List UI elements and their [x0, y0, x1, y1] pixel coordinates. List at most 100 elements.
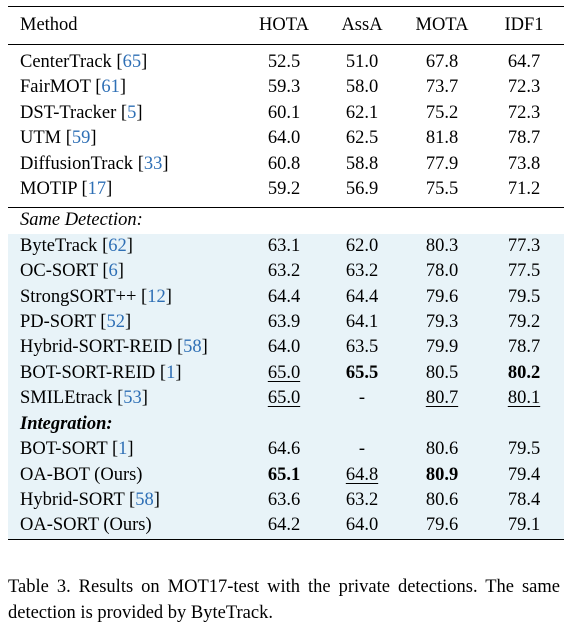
cell-hota: 60.8 [267, 153, 301, 174]
cell-mota: 78.0 [400, 259, 484, 285]
cell-idf1: 78.7 [484, 335, 564, 361]
cell-hota: 63.2 [244, 259, 324, 285]
cell-idf1: 77.3 [484, 233, 564, 260]
cell-assa: 63.2 [324, 487, 400, 514]
cell-mota: 67.8 [425, 52, 459, 72]
cell-hota: 65.0 [267, 362, 301, 383]
results-table: Method HOTA AssA MOTA IDF1 CenterTrack [… [8, 6, 564, 540]
citation-link[interactable]: 53 [123, 388, 142, 409]
cell-idf1: 79.1 [484, 513, 564, 540]
cell-assa: - [324, 386, 400, 412]
cell-hota: 64.0 [244, 335, 324, 361]
cell-mota: 80.3 [400, 233, 484, 260]
citation-link[interactable]: 52 [106, 312, 125, 333]
citation-link[interactable]: 5 [127, 102, 137, 123]
citation-link[interactable]: 17 [87, 179, 107, 200]
table-row: BOT-SORT-REID [1] 65.0 65.5 80.5 80.2 [8, 360, 564, 387]
header-mota: MOTA [400, 6, 484, 45]
cell-hota: 64.2 [244, 513, 324, 540]
table-row: UTM [59] 64.0 62.5 81.8 78.7 [8, 126, 564, 151]
table-header-row: Method HOTA AssA MOTA IDF1 [8, 6, 564, 45]
cell-idf1: 73.8 [507, 153, 541, 174]
cell-hota: 64.6 [244, 437, 324, 463]
method-name: StrongSORT++ [20, 286, 137, 307]
table-row: OA-BOT (Ours) 65.1 64.8 80.9 79.4 [8, 462, 564, 488]
section-header-row: Same Detection: [8, 207, 564, 234]
cell-idf1: 78.4 [484, 487, 564, 514]
method-name: SMILEtrack [20, 388, 113, 409]
cell-assa: 58.8 [345, 153, 379, 174]
table-row: ByteTrack [62] 63.1 62.0 80.3 77.3 [8, 233, 564, 260]
citation-link[interactable]: 1 [166, 362, 176, 383]
method-name: DiffusionTrack [20, 153, 134, 174]
group-same-detection-rows: ByteTrack [62] 63.1 62.0 80.3 77.3 OC-SO… [8, 233, 564, 540]
method-name: PD-SORT [20, 312, 96, 333]
cell-hota: 63.6 [244, 487, 324, 514]
citation-link[interactable]: 58 [183, 337, 202, 358]
cell-mota: 80.9 [425, 464, 459, 485]
method-name: ByteTrack [20, 235, 98, 256]
header-hota: HOTA [244, 6, 324, 45]
cell-mota: 79.6 [400, 284, 484, 311]
cell-assa: 63.2 [324, 259, 400, 285]
cell-hota: 60.1 [267, 102, 301, 123]
citation-link[interactable]: 12 [147, 286, 166, 307]
cell-idf1: 71.2 [507, 179, 541, 200]
table-row: FairMOT [61] 59.3 58.0 73.7 72.3 [8, 75, 564, 100]
citation-link[interactable]: 33 [143, 153, 163, 174]
method-name: Hybrid-SORT [20, 489, 125, 510]
cell-hota: 64.0 [267, 128, 301, 149]
cell-idf1: 79.2 [484, 310, 564, 336]
header-idf1: IDF1 [484, 6, 564, 45]
results-table-container: Method HOTA AssA MOTA IDF1 CenterTrack [… [8, 6, 564, 540]
cell-mota: 77.9 [425, 153, 459, 174]
cell-idf1: 80.2 [507, 362, 541, 383]
citation-link[interactable]: 62 [108, 235, 127, 256]
citation-link[interactable]: 61 [101, 77, 120, 98]
table-row: OC-SORT [6] 63.2 63.2 78.0 77.5 [8, 259, 564, 285]
table-row: CenterTrack [65] 52.5 51.0 67.8 64.7 [8, 50, 564, 75]
cell-hota: 63.1 [244, 233, 324, 260]
table-row: DiffusionTrack [33] 60.8 58.8 77.9 73.8 [8, 152, 564, 177]
section-header-row: Integration: [8, 411, 564, 438]
citation-link[interactable]: 6 [108, 261, 118, 282]
citation-link[interactable]: 59 [71, 128, 91, 149]
table-row: OA-SORT (Ours) 64.2 64.0 79.6 79.1 [8, 513, 564, 540]
table-row: PD-SORT [52] 63.9 64.1 79.3 79.2 [8, 310, 564, 336]
table-row: MOTIP [17] 59.2 56.9 75.5 71.2 [8, 177, 564, 202]
cell-assa: 64.8 [345, 464, 379, 485]
cell-mota: 75.2 [425, 102, 459, 123]
table-row: StrongSORT++ [12] 64.4 64.4 79.6 79.5 [8, 284, 564, 311]
citation-link[interactable]: 58 [135, 489, 154, 510]
cell-idf1: 72.3 [507, 77, 541, 98]
cell-hota: 64.4 [244, 284, 324, 311]
method-name: DST-Tracker [20, 102, 117, 123]
cell-assa: 62.0 [324, 233, 400, 260]
cell-assa: 65.5 [345, 362, 379, 383]
cell-hota: 52.5 [267, 52, 301, 72]
cell-assa: 62.5 [345, 128, 379, 149]
cell-idf1: 79.5 [484, 437, 564, 463]
cell-assa: 51.0 [345, 52, 379, 72]
cell-hota: 65.0 [267, 388, 301, 409]
cell-mota: 73.7 [425, 77, 459, 98]
citation-link[interactable]: 1 [118, 439, 128, 460]
table-row: DST-Tracker [5] 60.1 62.1 75.2 72.3 [8, 101, 564, 126]
citation-link[interactable]: 65 [122, 52, 142, 72]
cell-assa: 64.0 [324, 513, 400, 540]
cell-mota: 79.9 [400, 335, 484, 361]
cell-idf1: 72.3 [507, 102, 541, 123]
cell-hota: 59.2 [267, 179, 301, 200]
cell-mota: 79.6 [400, 513, 484, 540]
cell-mota: 79.3 [400, 310, 484, 336]
cell-idf1: 79.4 [484, 462, 564, 488]
cell-hota: 59.3 [267, 77, 301, 98]
method-name: FairMOT [20, 77, 91, 98]
cell-mota: 80.7 [425, 388, 459, 409]
table-row: Hybrid-SORT [58] 63.6 63.2 80.6 78.4 [8, 487, 564, 514]
method-name: Hybrid-SORT-REID [20, 337, 173, 358]
cell-idf1: 77.5 [484, 259, 564, 285]
cell-mota: 81.8 [425, 128, 459, 149]
cell-mota: 75.5 [425, 179, 459, 200]
section-label-integration: Integration: [20, 413, 113, 434]
